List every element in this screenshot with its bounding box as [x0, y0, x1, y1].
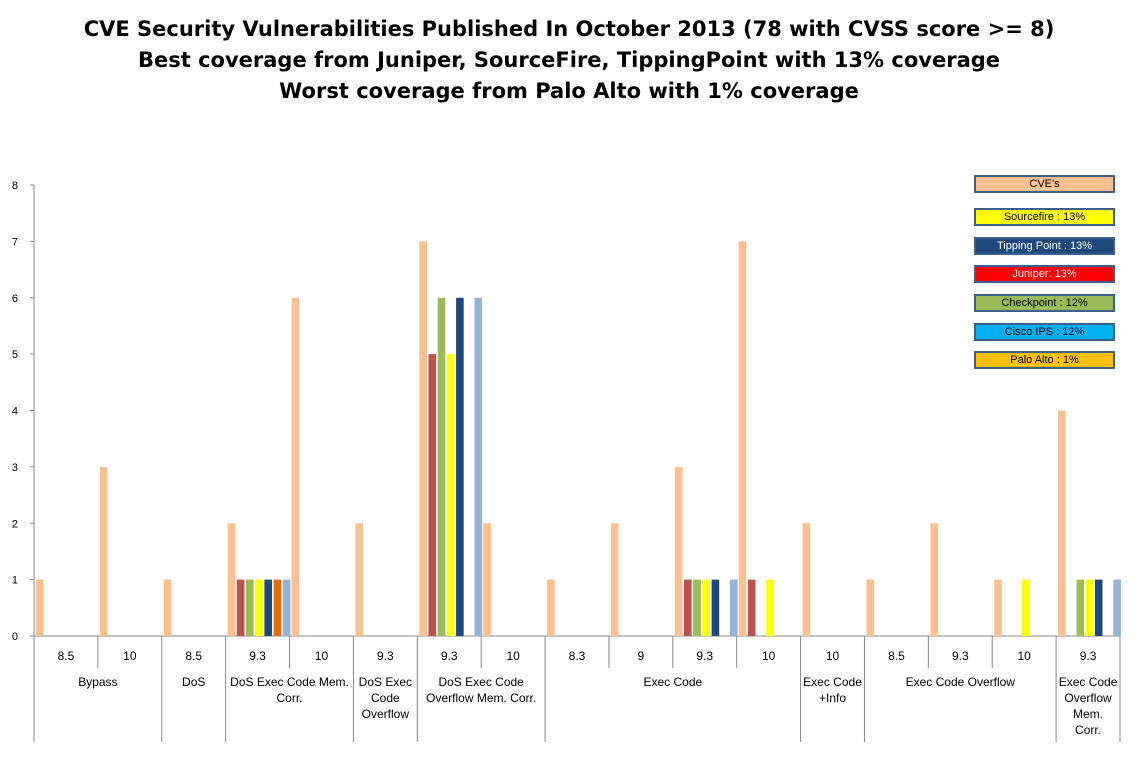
x-tick-label: 9.3 [696, 649, 713, 663]
bar-cve-s [36, 579, 44, 636]
bar-cve-s [163, 579, 172, 636]
y-tick-label: 3 [12, 462, 18, 474]
bar-cve-s [547, 579, 555, 636]
bar-cve-s [610, 523, 619, 637]
y-tick-label: 5 [12, 349, 18, 361]
group-label: Code [371, 691, 400, 705]
y-tick-label: 0 [12, 631, 18, 643]
bar-sourcefire [446, 354, 455, 636]
group-label: Overflow [362, 707, 410, 721]
y-tick-label: 1 [12, 575, 18, 587]
bar-cve-s [738, 241, 747, 636]
bar-tipping-point [264, 579, 272, 636]
bar-cisco-ips [474, 297, 483, 637]
bar-tipping-point [456, 297, 464, 637]
bar-tipping-point [711, 579, 720, 636]
x-tick-label: 9.3 [249, 649, 266, 663]
bar-tipping-point [1094, 579, 1103, 636]
bar-cisco-ips [730, 579, 738, 636]
group-label: Mem. [1073, 707, 1103, 721]
x-tick-label: 8.5 [888, 649, 905, 663]
x-tick-label: 10 [762, 649, 776, 663]
x-tick-label: 10 [315, 649, 329, 663]
y-tick-label: 6 [12, 293, 18, 305]
group-label: DoS Exec Code [438, 675, 524, 689]
legend-item: Checkpoint : 12% [974, 294, 1115, 312]
group-label: Overflow [1064, 691, 1112, 705]
group-label: Bypass [78, 675, 117, 689]
legend-item: Tipping Point : 13% [974, 237, 1115, 255]
bar-checkpoint [693, 579, 701, 636]
bar-juniper [236, 579, 245, 636]
bar-cve-s [994, 579, 1002, 636]
title-line-3: Worst coverage from Palo Alto with 1% co… [279, 79, 859, 103]
y-tick-label: 8 [12, 180, 18, 192]
legend-item: Cisco IPS : 12% [974, 323, 1115, 341]
title-line-2: Best coverage from Juniper, SourceFire, … [137, 48, 1001, 72]
bar-cve-s [930, 523, 938, 637]
x-tick-label: 10 [826, 649, 840, 663]
bar-sourcefire [255, 579, 263, 636]
bar-cisco-ips [282, 579, 291, 636]
bar-cve-s [674, 466, 683, 636]
bar-cve-s [227, 523, 236, 637]
legend-item: Sourcefire : 13% [974, 208, 1115, 226]
group-label: +Info [819, 691, 846, 705]
bar-cve-s [483, 523, 491, 637]
group-label: Exec Code Overflow [906, 675, 1016, 689]
bar-sourcefire [1085, 579, 1094, 636]
bar-cve-s [291, 297, 300, 637]
y-tick-label: 2 [12, 518, 18, 530]
group-label: Exec Code [803, 675, 862, 689]
bar-juniper [747, 579, 756, 636]
bar-cisco-ips [1113, 579, 1121, 636]
bar-checkpoint [246, 579, 254, 636]
x-tick-label: 9 [638, 649, 645, 663]
y-tick-label: 4 [12, 406, 18, 418]
bar-juniper [428, 354, 437, 636]
bar-cve-s [1058, 410, 1066, 636]
x-tick-label: 10 [123, 649, 137, 663]
chart-title: CVE Security Vulnerabilities Published I… [0, 14, 1138, 107]
group-label: Corr. [277, 691, 303, 705]
legend-item: Palo Alto : 1% [974, 351, 1115, 369]
bar-cve-s [355, 523, 363, 637]
legend-item: Juniper: 13% [974, 265, 1115, 283]
group-label: DoS [182, 675, 205, 689]
x-tick-label: 8.5 [58, 649, 75, 663]
x-tick-label: 9.3 [952, 649, 969, 663]
x-tick-label: 10 [1017, 649, 1031, 663]
bar-cve-s [802, 523, 811, 637]
bar-cve-s [99, 466, 108, 636]
x-tick-label: 9.3 [377, 649, 394, 663]
group-label: DoS Exec Code Mem. [230, 675, 349, 689]
bar-juniper [684, 579, 692, 636]
x-tick-label: 8.5 [185, 649, 202, 663]
legend-item: CVE's [974, 175, 1115, 193]
bar-sourcefire [1021, 579, 1030, 636]
x-tick-label: 9.3 [441, 649, 458, 663]
bar-palo-alto [273, 579, 282, 636]
bar-cve-s [866, 579, 875, 636]
x-tick-label: 9.3 [1080, 649, 1097, 663]
bar-cve-s [419, 241, 427, 636]
y-tick-label: 7 [12, 236, 18, 248]
group-label: Exec Code [643, 675, 702, 689]
x-tick-label: 10 [506, 649, 520, 663]
group-label: Exec Code [1059, 675, 1118, 689]
bar-checkpoint [1076, 579, 1085, 636]
x-tick-label: 8.3 [569, 649, 586, 663]
title-line-1: CVE Security Vulnerabilities Published I… [83, 17, 1055, 41]
bar-checkpoint [437, 297, 446, 637]
group-label: DoS Exec [359, 675, 412, 689]
bar-sourcefire [766, 579, 774, 636]
group-label: Overflow Mem. Corr. [426, 691, 536, 705]
group-label: Corr. [1075, 723, 1101, 737]
bar-sourcefire [702, 579, 710, 636]
